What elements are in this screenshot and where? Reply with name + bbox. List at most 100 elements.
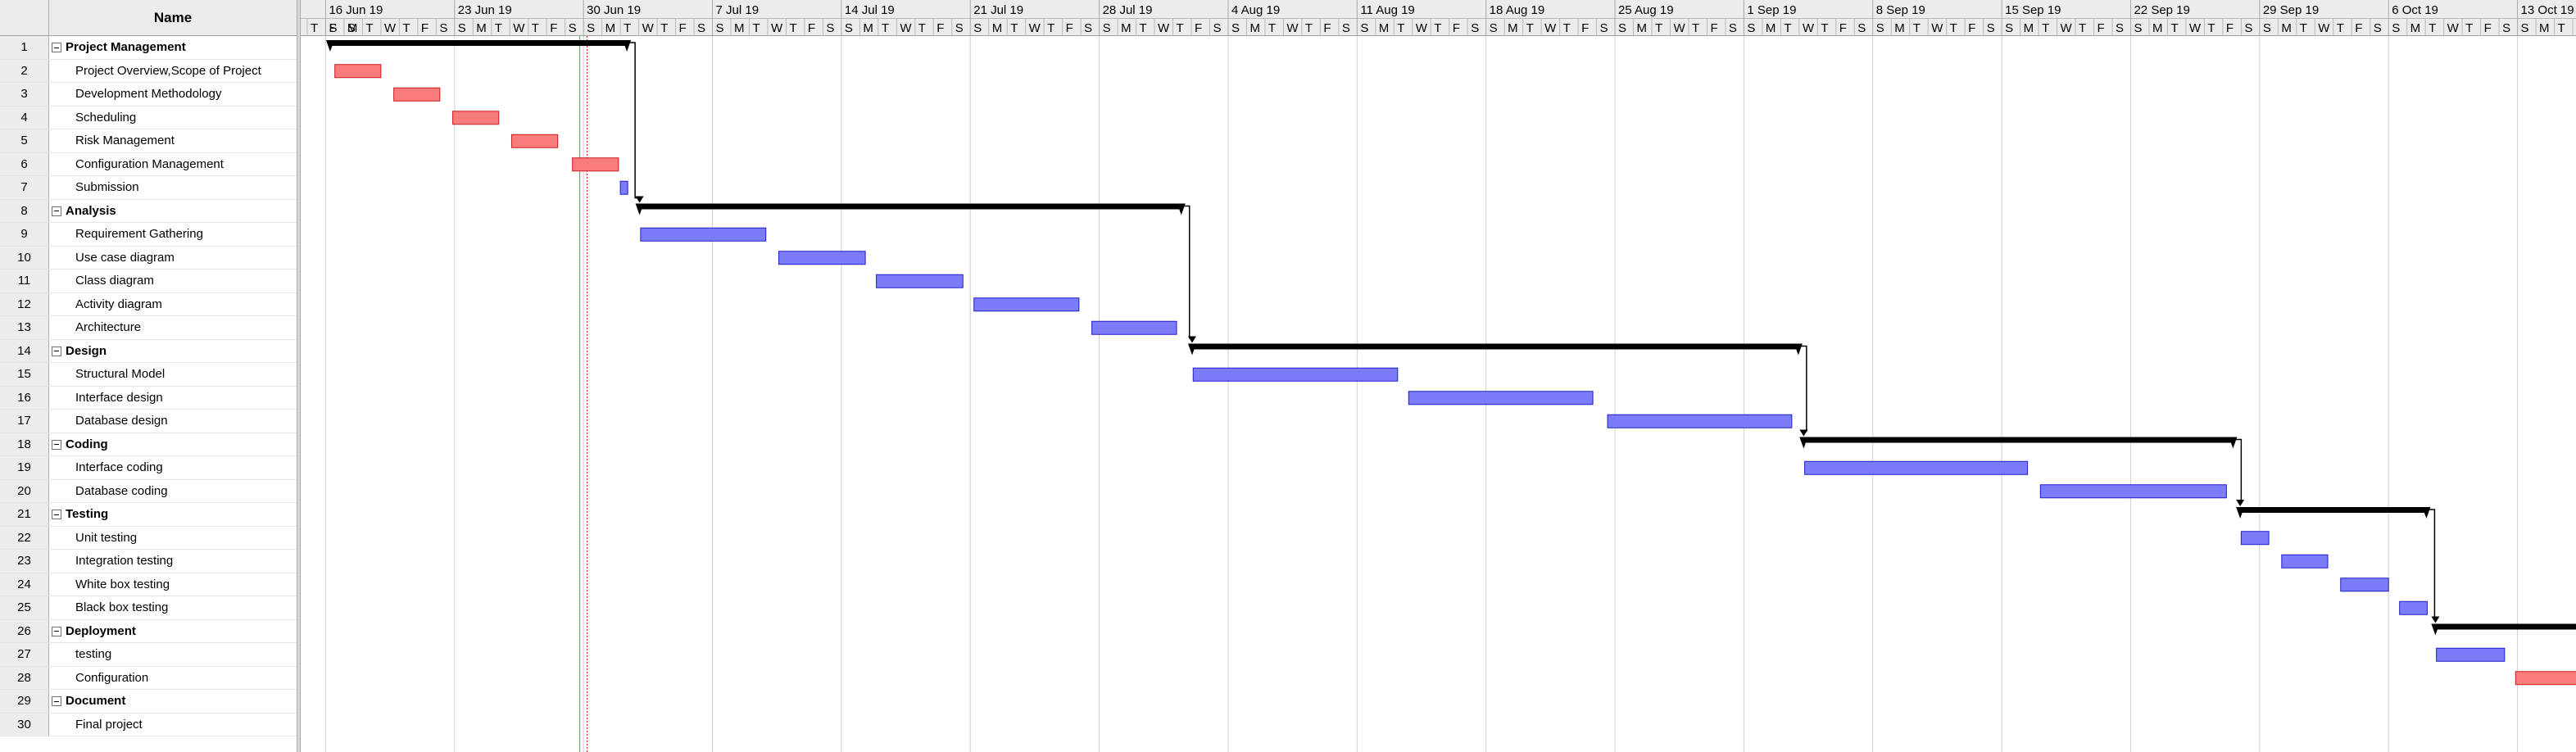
summary-bar[interactable] bbox=[329, 40, 628, 46]
task-name: Interface design bbox=[75, 390, 163, 405]
summary-task-row[interactable]: 21 Testing bbox=[0, 503, 297, 527]
summary-bar[interactable] bbox=[638, 203, 1182, 210]
row-number: 12 bbox=[0, 292, 49, 315]
task-row[interactable]: 10 Use case diagram bbox=[0, 246, 297, 270]
collapse-toggle-icon[interactable] bbox=[52, 439, 61, 450]
task-row[interactable]: 11 Class diagram bbox=[0, 270, 297, 293]
day-letter: T bbox=[882, 21, 889, 35]
summary-bar[interactable] bbox=[2434, 623, 2576, 630]
summary-task-row[interactable]: 8 Analysis bbox=[0, 199, 297, 223]
week-label: 15 Sep 19 bbox=[2005, 3, 2061, 17]
task-bar[interactable] bbox=[510, 134, 559, 148]
task-bar[interactable] bbox=[2281, 554, 2329, 569]
day-letter: T bbox=[2300, 21, 2307, 35]
task-bar[interactable] bbox=[334, 64, 382, 79]
task-bar[interactable] bbox=[2436, 647, 2506, 662]
task-bar[interactable] bbox=[1408, 391, 1594, 405]
summary-task-row[interactable]: 18 Coding bbox=[0, 433, 297, 456]
task-row[interactable]: 19 Interface coding bbox=[0, 456, 297, 480]
day-letter: W bbox=[1931, 21, 1943, 35]
task-row[interactable]: 22 Unit testing bbox=[0, 526, 297, 550]
task-row[interactable]: 23 Integration testing bbox=[0, 550, 297, 573]
task-bar[interactable] bbox=[393, 87, 441, 102]
day-letter: S bbox=[1857, 21, 1866, 35]
week-label: 14 Jul 19 bbox=[845, 3, 895, 17]
task-bar[interactable] bbox=[2340, 578, 2389, 592]
task-row[interactable]: 24 White box testing bbox=[0, 573, 297, 596]
collapse-toggle-icon[interactable] bbox=[52, 696, 61, 706]
task-row[interactable]: 20 Database coding bbox=[0, 479, 297, 503]
task-row[interactable]: 15 Structural Model bbox=[0, 363, 297, 387]
dependency-arrowhead bbox=[2236, 500, 2245, 506]
task-bar[interactable] bbox=[973, 297, 1080, 312]
task-bar[interactable] bbox=[2039, 484, 2227, 499]
pane-splitter[interactable] bbox=[297, 0, 301, 752]
name-column-header[interactable]: Name bbox=[153, 10, 193, 25]
task-bar[interactable] bbox=[452, 111, 500, 125]
day-letter: T bbox=[918, 21, 926, 35]
collapse-toggle-icon[interactable] bbox=[52, 626, 61, 636]
task-row[interactable]: 12 Activity diagram bbox=[0, 292, 297, 316]
row-number: 21 bbox=[0, 503, 49, 526]
task-row[interactable]: 5 Risk Management bbox=[0, 129, 297, 153]
task-bar[interactable] bbox=[572, 157, 619, 172]
task-name: Database design bbox=[75, 414, 168, 428]
row-number: 23 bbox=[0, 550, 49, 573]
task-bar[interactable] bbox=[1804, 460, 2029, 475]
row-number: 1 bbox=[0, 36, 49, 59]
task-bar[interactable] bbox=[2240, 531, 2270, 546]
task-row[interactable]: 17 Database design bbox=[0, 410, 297, 433]
task-row[interactable]: 27 testing bbox=[0, 643, 297, 667]
task-bar[interactable] bbox=[1091, 320, 1177, 335]
task-name: Configuration Management bbox=[75, 156, 224, 171]
week-label: 4 Aug 19 bbox=[1231, 3, 1280, 17]
task-row[interactable]: 3 Development Methodology bbox=[0, 83, 297, 106]
task-row[interactable]: 2 Project Overview,Scope of Project bbox=[0, 59, 297, 83]
task-row[interactable]: 13 Architecture bbox=[0, 316, 297, 340]
day-letter: W bbox=[2318, 21, 2330, 35]
collapse-toggle-icon[interactable] bbox=[52, 206, 61, 216]
task-bar[interactable] bbox=[619, 180, 628, 195]
task-bar[interactable] bbox=[640, 227, 767, 242]
summary-bar[interactable] bbox=[1191, 343, 1799, 350]
collapse-toggle-icon[interactable] bbox=[52, 510, 61, 519]
task-row[interactable]: 28 Configuration bbox=[0, 666, 297, 690]
task-bar[interactable] bbox=[778, 251, 866, 265]
day-letter: T bbox=[1434, 21, 1441, 35]
task-row[interactable]: 25 Black box testing bbox=[0, 596, 297, 620]
task-row[interactable]: 16 Interface design bbox=[0, 386, 297, 410]
day-letter: T bbox=[1047, 21, 1054, 35]
task-name: Project Overview,Scope of Project bbox=[75, 63, 261, 78]
day-letter: W bbox=[2189, 21, 2202, 35]
day-letter: W bbox=[1544, 21, 1557, 35]
collapse-toggle-icon[interactable] bbox=[52, 346, 61, 356]
day-letter: T bbox=[2337, 21, 2344, 35]
task-name: Risk Management bbox=[75, 134, 175, 147]
day-letter: M bbox=[1637, 21, 1648, 35]
task-row[interactable]: 9 Requirement Gathering bbox=[0, 223, 297, 247]
summary-bar[interactable] bbox=[1803, 437, 2234, 443]
day-letter: T bbox=[2429, 21, 2436, 35]
summary-task-row[interactable]: 14 Design bbox=[0, 339, 297, 363]
task-bar[interactable] bbox=[1607, 414, 1793, 428]
day-letter: M bbox=[1121, 21, 1132, 35]
task-bar[interactable] bbox=[1192, 367, 1399, 382]
row-number: 26 bbox=[0, 619, 49, 642]
summary-bar[interactable] bbox=[2239, 507, 2428, 513]
summary-task-row[interactable]: 26 Deployment bbox=[0, 619, 297, 643]
summary-task-row[interactable]: 1 Project Management bbox=[0, 36, 297, 60]
collapse-toggle-icon[interactable] bbox=[52, 43, 61, 52]
task-bar[interactable] bbox=[2515, 671, 2576, 686]
task-row[interactable]: 7 Submission bbox=[0, 176, 297, 200]
summary-task-row[interactable]: 29 Document bbox=[0, 690, 297, 713]
summary-start-cap bbox=[1799, 437, 1808, 449]
week-label: 18 Aug 19 bbox=[1490, 3, 1545, 17]
task-row[interactable]: 30 Final project bbox=[0, 713, 297, 736]
task-bar[interactable] bbox=[2399, 600, 2428, 615]
task-row[interactable]: 4 Scheduling bbox=[0, 106, 297, 129]
task-name: testing bbox=[75, 647, 112, 661]
task-row[interactable]: 6 Configuration Management bbox=[0, 152, 297, 176]
task-bar[interactable] bbox=[876, 274, 964, 288]
dependency-arrowhead bbox=[1188, 336, 1196, 343]
row-number: 16 bbox=[0, 386, 49, 409]
